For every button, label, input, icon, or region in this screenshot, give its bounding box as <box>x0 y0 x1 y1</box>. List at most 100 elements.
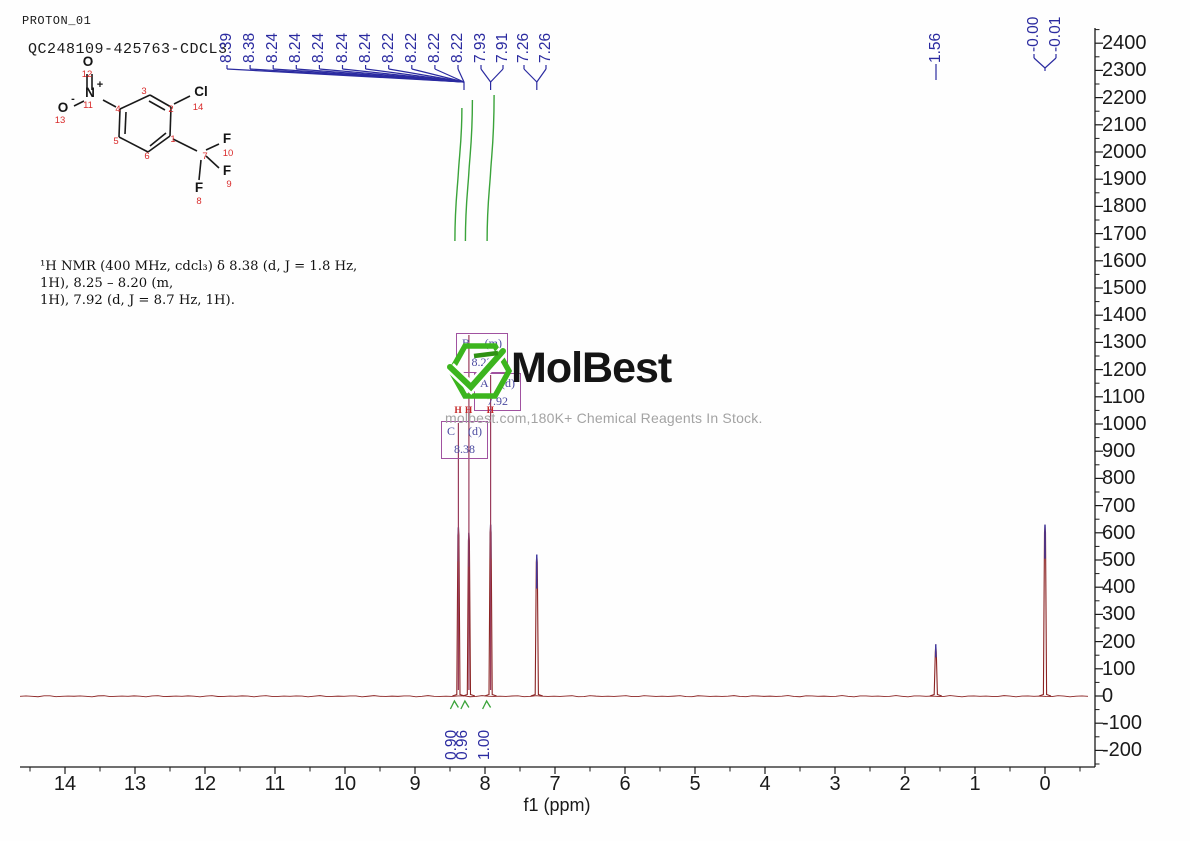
multiplet-shift: 8.38 <box>454 441 475 456</box>
y-tick-label: 400 <box>1102 576 1136 599</box>
atom-label: O <box>83 54 94 69</box>
y-tick-label: 2200 <box>1102 86 1147 109</box>
experiment-name: PROTON_01 <box>22 14 92 28</box>
atom-label: + <box>97 79 103 91</box>
peak-label-connector <box>490 68 504 83</box>
logo-accent-bar <box>473 350 499 359</box>
integral-curve <box>454 107 463 242</box>
atom-number: 1 <box>170 134 175 145</box>
molbest-logo-hexagon-icon <box>446 343 513 399</box>
atom-label: O <box>58 100 69 115</box>
x-tick-label: 6 <box>619 773 631 795</box>
peak-label-connector <box>411 68 465 83</box>
y-tick-label: 100 <box>1102 657 1136 680</box>
y-tick-label: 1800 <box>1102 195 1147 218</box>
peak-label-connector <box>1044 57 1057 69</box>
y-tick-label: 1500 <box>1102 277 1147 299</box>
atom-number: 12 <box>82 69 93 80</box>
y-tick-label: 2300 <box>1102 59 1147 82</box>
peak-label-connector <box>434 68 465 83</box>
y-tick-label: 2400 <box>1102 32 1147 55</box>
integral-curve <box>486 94 495 242</box>
atom-number: 7 <box>202 151 207 162</box>
citation-line1: ¹H NMR (400 MHz, cdcl₃) δ 8.38 (d, J = 1… <box>40 259 358 291</box>
checkmark-icon <box>447 348 506 392</box>
y-tick-label: -100 <box>1102 712 1143 735</box>
y-tick-label: 1100 <box>1102 385 1146 408</box>
atom-number: 6 <box>144 151 149 162</box>
y-tick-label: 800 <box>1102 467 1136 490</box>
y-tick-label: 1600 <box>1102 249 1147 272</box>
atom-label: - <box>71 93 75 105</box>
atom-label: F <box>223 131 231 146</box>
nmr-citation: ¹H NMR (400 MHz, cdcl₃) δ 8.38 (d, J = 1… <box>40 258 385 309</box>
x-tick-label: 13 <box>123 773 147 795</box>
peak-label-connector <box>457 68 465 83</box>
x-tick-label: 4 <box>759 773 771 795</box>
integral-bracket <box>482 699 492 710</box>
x-tick-label: 5 <box>689 773 701 795</box>
y-tick-label: 300 <box>1102 603 1136 626</box>
y-tick-label: -200 <box>1102 739 1143 762</box>
y-tick-label: 2100 <box>1102 113 1147 136</box>
atom-label: F <box>223 163 231 178</box>
x-tick-label: 2 <box>899 773 911 795</box>
y-tick-label: 1000 <box>1102 413 1147 435</box>
x-tick-label: 0 <box>1039 773 1051 795</box>
integral-bracket <box>449 699 459 710</box>
x-tick-label: 14 <box>53 773 77 795</box>
y-tick-label: 500 <box>1102 549 1136 571</box>
citation-line2: 1H), 7.92 (d, J = 8.7 Hz, 1H). <box>40 293 235 308</box>
y-tick-label: 600 <box>1102 521 1136 544</box>
y-tick-label: 1400 <box>1102 304 1147 327</box>
x-tick-label: 11 <box>264 773 286 795</box>
multiplet-id: C (d) <box>447 423 482 438</box>
atom-number: 5 <box>113 136 118 147</box>
atom-number: 3 <box>141 86 146 97</box>
y-tick-label: 1300 <box>1102 331 1147 354</box>
peak-label-connector <box>523 68 538 83</box>
molbest-brand-text: MolBest <box>511 344 672 392</box>
x-tick-label: 8 <box>479 773 491 795</box>
multiplet-box: C (d) 8.38 <box>441 421 488 459</box>
atom-number: 2 <box>168 104 173 115</box>
x-axis-title: f1 (ppm) <box>523 795 591 815</box>
peak-label-connector <box>1033 57 1046 69</box>
integral-bracket <box>460 699 470 710</box>
y-tick-label: 700 <box>1102 494 1136 517</box>
y-tick-label: 200 <box>1102 630 1136 653</box>
x-tick-label: 12 <box>193 773 217 795</box>
peak-label-connector <box>365 68 465 83</box>
x-tick-label: 1 <box>969 773 981 795</box>
atom-label: N <box>85 85 95 100</box>
x-tick-label: 7 <box>549 773 561 795</box>
atom-number: 11 <box>83 100 93 111</box>
atom-number: 8 <box>196 196 201 207</box>
integral-curve <box>464 99 474 242</box>
y-tick-label: 1200 <box>1102 358 1147 381</box>
atom-number: 13 <box>55 115 66 126</box>
atom-number: 14 <box>193 102 204 113</box>
molbest-tagline: molbest.com,180K+ Chemical Reagents In S… <box>445 410 763 426</box>
x-tick-label: 9 <box>409 773 421 795</box>
atom-number: 4 <box>115 104 120 115</box>
y-tick-label: 2000 <box>1102 141 1147 163</box>
peak-label-connector <box>388 68 465 83</box>
x-tick-label: 3 <box>829 773 841 795</box>
x-tick-label: 10 <box>333 773 357 795</box>
spectrum-baseline <box>19 695 1089 698</box>
atom-label: Cl <box>194 84 208 99</box>
sample-id: QC248109-425763-CDCL3 <box>28 41 228 58</box>
h-assignment-marker: H <box>454 406 462 416</box>
y-tick-label: 1700 <box>1102 222 1147 245</box>
h-assignment-marker: H <box>464 406 473 416</box>
y-tick-label: 1900 <box>1102 168 1147 191</box>
atom-number: 9 <box>226 179 231 190</box>
peak-label-connector <box>536 68 547 83</box>
hexagon-outline <box>447 343 513 399</box>
